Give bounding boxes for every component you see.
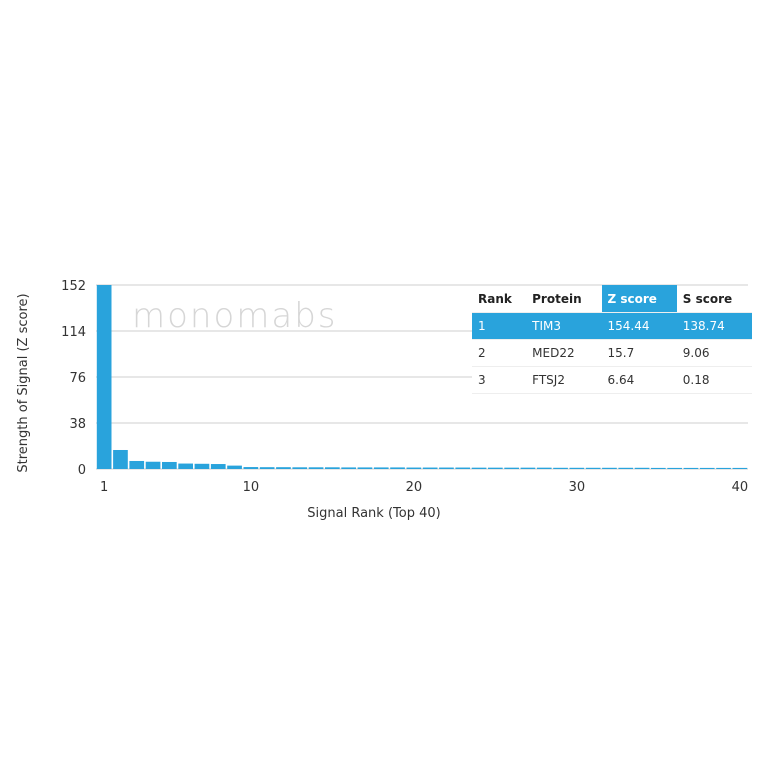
bar-rank-32 [602,467,617,469]
cell-s-score: 0.18 [676,366,752,394]
bar-rank-14 [308,467,324,469]
cell-rank: 1 [472,312,527,340]
y-tick-label: 152 [61,279,86,294]
bar-rank-37 [683,467,699,469]
bar-rank-39 [716,467,731,469]
x-axis-label: Signal Rank (Top 40) [307,506,440,521]
bar-rank-25 [488,467,503,469]
bar-rank-35 [651,467,666,469]
bar-rank-1 [96,285,112,469]
bar-rank-15 [325,467,340,469]
bar-rank-5 [162,461,177,469]
cell-protein: FTSJ2 [526,366,602,394]
bar-rank-26 [504,467,519,469]
bar-rank-9 [227,465,242,469]
header-rank: Rank [472,285,527,313]
bar-rank-12 [276,467,291,469]
table-header-row: Rank Protein Z score S score [472,285,752,313]
x-tick-label: 40 [732,480,749,495]
table-row: 2 MED22 15.7 9.06 [472,339,752,367]
top-signals-table: Rank Protein Z score S score 1 TIM3 154.… [472,285,752,394]
table-row: 1 TIM3 154.44 138.74 [472,312,752,340]
cell-rank: 2 [472,339,527,367]
bar-rank-33 [618,467,634,469]
bar-rank-36 [667,467,682,469]
y-tick-label: 38 [69,417,86,432]
bar-rank-28 [536,467,552,469]
bar-rank-20 [406,467,422,469]
bar-rank-16 [341,467,356,469]
bar-rank-30 [569,467,585,469]
bar-rank-40 [732,467,748,469]
x-tick-label: 30 [569,480,586,495]
bar-rank-21 [422,467,438,469]
y-tick-label: 0 [78,463,86,478]
bar-rank-2 [113,449,128,469]
bar-rank-38 [699,467,715,469]
y-axis-label: Strength of Signal (Z score) [16,293,31,472]
header-z-score: Z score [601,285,677,313]
cell-z-score: 6.64 [601,366,677,394]
header-s-score: S score [676,285,752,313]
bar-rank-6 [178,463,193,469]
bar-rank-4 [145,461,161,469]
bar-rank-23 [455,467,471,469]
bar-rank-13 [292,467,308,469]
header-protein: Protein [526,285,602,313]
cell-s-score: 138.74 [676,312,752,340]
bar-rank-27 [520,467,536,469]
bar-rank-22 [439,467,454,469]
bar-rank-17 [357,467,373,469]
y-tick-label: 114 [61,325,86,340]
bar-rank-29 [553,467,568,469]
cell-rank: 3 [472,366,527,394]
x-tick-label: 1 [100,480,108,495]
bar-rank-24 [471,467,487,469]
x-tick-label: 20 [406,480,423,495]
cell-protein: MED22 [526,339,602,367]
bar-rank-10 [243,467,259,469]
bar-rank-34 [634,467,650,469]
cell-protein: TIM3 [526,312,602,340]
watermark-logo: monomabs [132,296,338,336]
x-tick-label: 10 [243,480,260,495]
bar-rank-3 [129,460,145,469]
bar-rank-18 [373,467,389,469]
cell-z-score: 154.44 [601,312,677,340]
bar-rank-19 [390,467,405,469]
bar-rank-7 [194,463,210,469]
cell-s-score: 9.06 [676,339,752,367]
y-tick-label: 76 [69,371,86,386]
bar-rank-11 [259,467,275,469]
bar-rank-31 [585,467,601,469]
table-row: 3 FTSJ2 6.64 0.18 [472,366,752,394]
cell-z-score: 15.7 [601,339,677,367]
bar-rank-8 [210,464,226,469]
